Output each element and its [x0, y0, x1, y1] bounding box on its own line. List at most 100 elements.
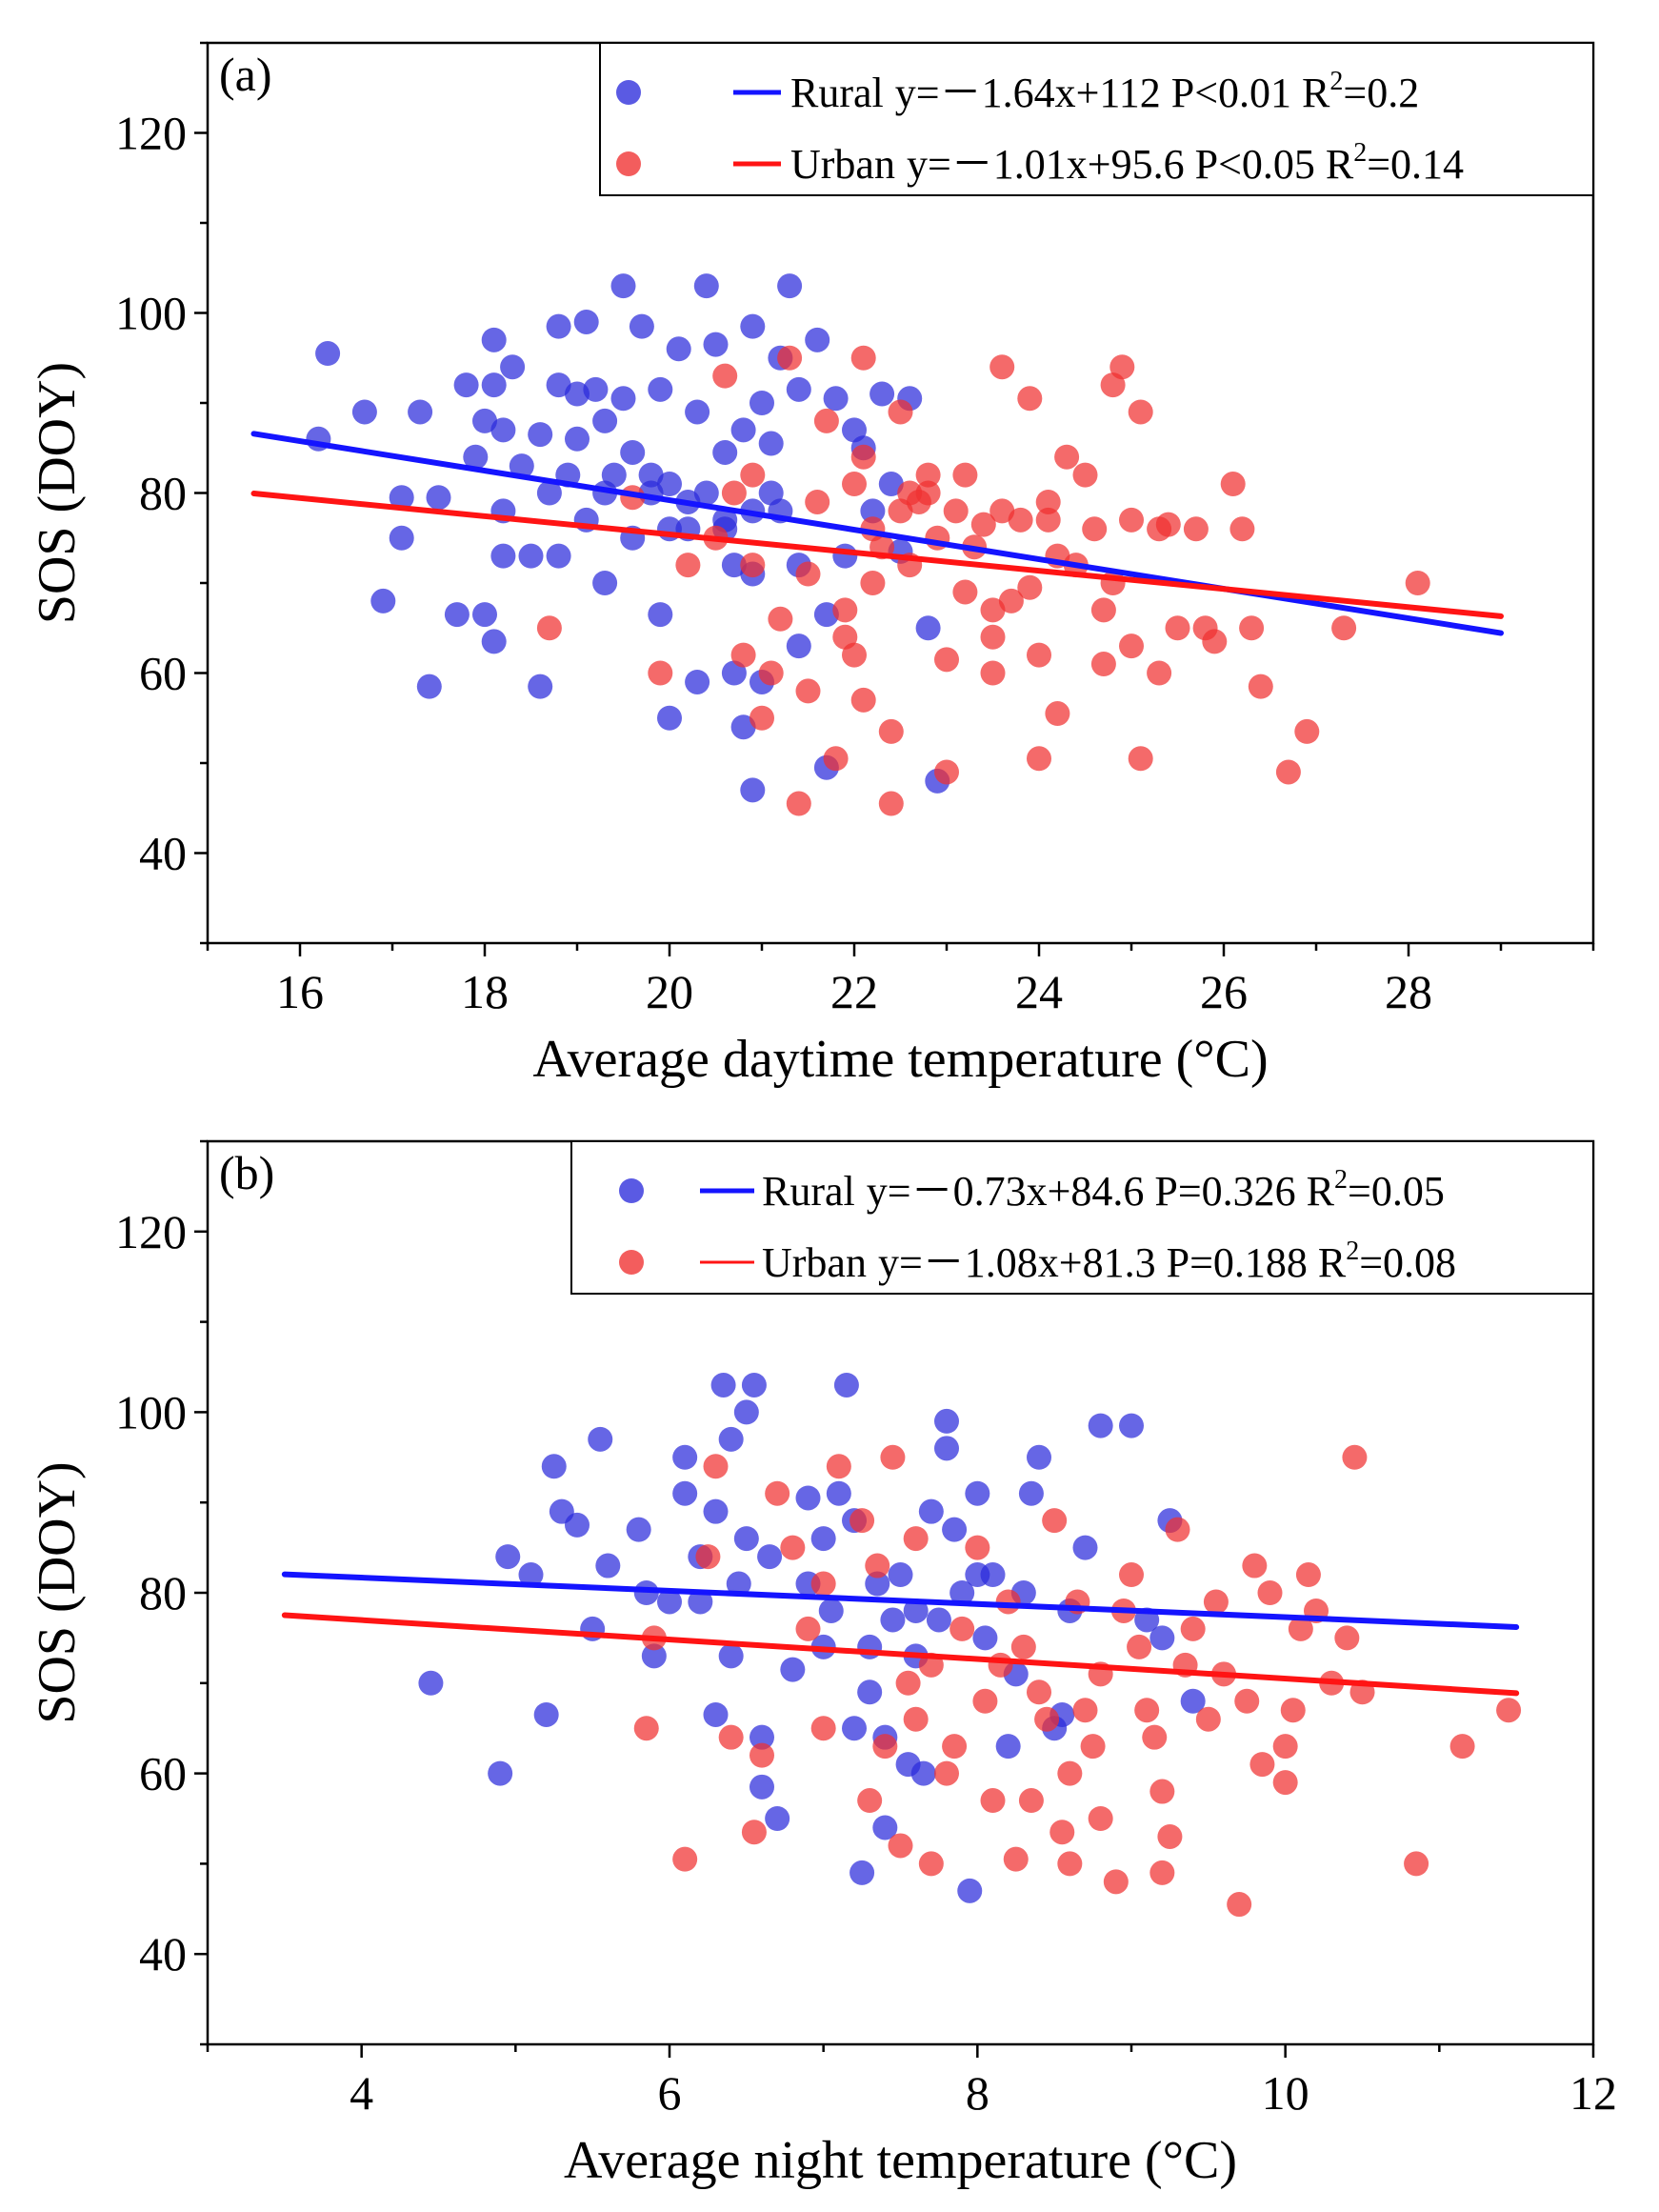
urban-point — [765, 1480, 790, 1506]
rural-point — [541, 1454, 567, 1479]
urban-point — [903, 1706, 929, 1732]
rural-point — [910, 1760, 936, 1786]
urban-point — [648, 660, 673, 686]
rural-point — [833, 1372, 859, 1398]
rural-point — [703, 1498, 729, 1524]
legend-entry-text: Urban y=－1.08x+81.3 P=0.188 R2=0.08 — [762, 1237, 1456, 1286]
x-axis-label: Average night temperature (°C) — [564, 2131, 1237, 2190]
urban-point — [918, 1851, 944, 1877]
rural-point — [693, 480, 719, 506]
urban-point — [1119, 633, 1144, 659]
urban-point — [878, 718, 904, 744]
urban-point — [1405, 571, 1430, 595]
urban-point — [1165, 615, 1190, 641]
urban-point — [1119, 507, 1144, 533]
urban-point — [795, 561, 821, 587]
x-tick-label: 4 — [350, 2066, 373, 2120]
rural-point — [1027, 1444, 1051, 1470]
urban-point — [1227, 1892, 1252, 1918]
rural-point — [472, 602, 497, 628]
rural-point — [942, 1517, 968, 1542]
urban-point — [703, 1454, 729, 1479]
rural-point — [315, 341, 341, 367]
rural-point — [546, 313, 571, 339]
urban-point — [740, 462, 766, 488]
rural-point — [518, 543, 544, 569]
urban-point — [1334, 1625, 1360, 1651]
urban-point — [888, 399, 913, 425]
urban-point — [805, 489, 830, 514]
legend-series-name: Rural — [790, 70, 884, 116]
urban-point — [1157, 1823, 1183, 1849]
rural-point — [536, 480, 562, 506]
rural-point — [672, 1480, 698, 1506]
urban-point — [795, 1616, 821, 1641]
urban-point — [832, 597, 858, 623]
legend-r2-value: =0.14 — [1367, 141, 1464, 188]
urban-point — [970, 512, 996, 537]
urban-point — [903, 1526, 929, 1552]
urban-point — [952, 462, 978, 488]
urban-point — [1202, 629, 1228, 654]
rural-point — [685, 399, 710, 425]
y-tick-label: 100 — [115, 287, 187, 340]
rural-point — [786, 376, 811, 402]
urban-point — [989, 498, 1015, 524]
rural-point — [995, 1734, 1021, 1760]
y-axis-label: SOS (DOY) — [28, 362, 87, 624]
y-tick-label: 40 — [139, 827, 187, 880]
rural-point — [528, 422, 553, 448]
urban-point — [1127, 1634, 1152, 1659]
urban-point — [998, 588, 1024, 613]
x-tick-label: 8 — [966, 2066, 989, 2120]
urban-point — [633, 1716, 659, 1741]
urban-point — [1080, 1734, 1106, 1760]
rural-point — [481, 372, 507, 398]
urban-point — [1035, 489, 1061, 514]
rural-point — [810, 1526, 836, 1552]
urban-point — [1331, 615, 1357, 641]
rural-legend-marker — [616, 80, 641, 105]
urban-point — [750, 705, 774, 731]
urban-point — [972, 1688, 998, 1714]
rural-point — [750, 1774, 774, 1800]
urban-point — [880, 1444, 906, 1470]
rural-point — [389, 485, 414, 511]
urban-point — [1294, 718, 1320, 744]
rural-point — [730, 714, 756, 740]
rural-point — [565, 1512, 590, 1538]
legend-r2-value: =0.2 — [1343, 70, 1419, 116]
rural-point — [595, 1553, 621, 1579]
urban-point — [1165, 1517, 1190, 1542]
rural-point — [518, 1562, 544, 1588]
legend-stats: y=－1.08x+81.3 P=0.188 R — [878, 1239, 1347, 1286]
x-tick-label: 22 — [830, 965, 878, 1018]
rural-point — [780, 1657, 806, 1682]
rural-point — [626, 1517, 651, 1542]
urban-point — [1088, 1806, 1113, 1831]
x-axis-label: Average daytime temperature (°C) — [532, 1030, 1268, 1089]
legend-superscript: 2 — [1346, 1237, 1359, 1266]
rural-point — [765, 1806, 790, 1831]
urban-point — [750, 1742, 774, 1768]
urban-point — [1072, 1698, 1098, 1723]
urban-point — [1134, 1698, 1160, 1723]
legend-box — [570, 1140, 1594, 1295]
urban-point — [872, 1734, 898, 1760]
rural-point — [500, 354, 526, 380]
rural-point — [1088, 1413, 1113, 1438]
legend-superscript: 2 — [1329, 67, 1343, 96]
rural-point — [805, 327, 830, 352]
urban-point — [1119, 1562, 1144, 1588]
urban-point — [740, 553, 766, 578]
rural-point — [777, 273, 803, 299]
rural-point — [740, 313, 766, 339]
legend-entry-text: Urban y=－1.01x+95.6 P<0.05 R2=0.14 — [790, 138, 1464, 188]
rural-point — [666, 336, 691, 362]
rural-point — [758, 431, 784, 456]
urban-point — [1404, 1851, 1429, 1877]
rural-point — [972, 1625, 998, 1651]
x-tick-label: 16 — [276, 965, 324, 1018]
rural-point — [592, 408, 618, 433]
